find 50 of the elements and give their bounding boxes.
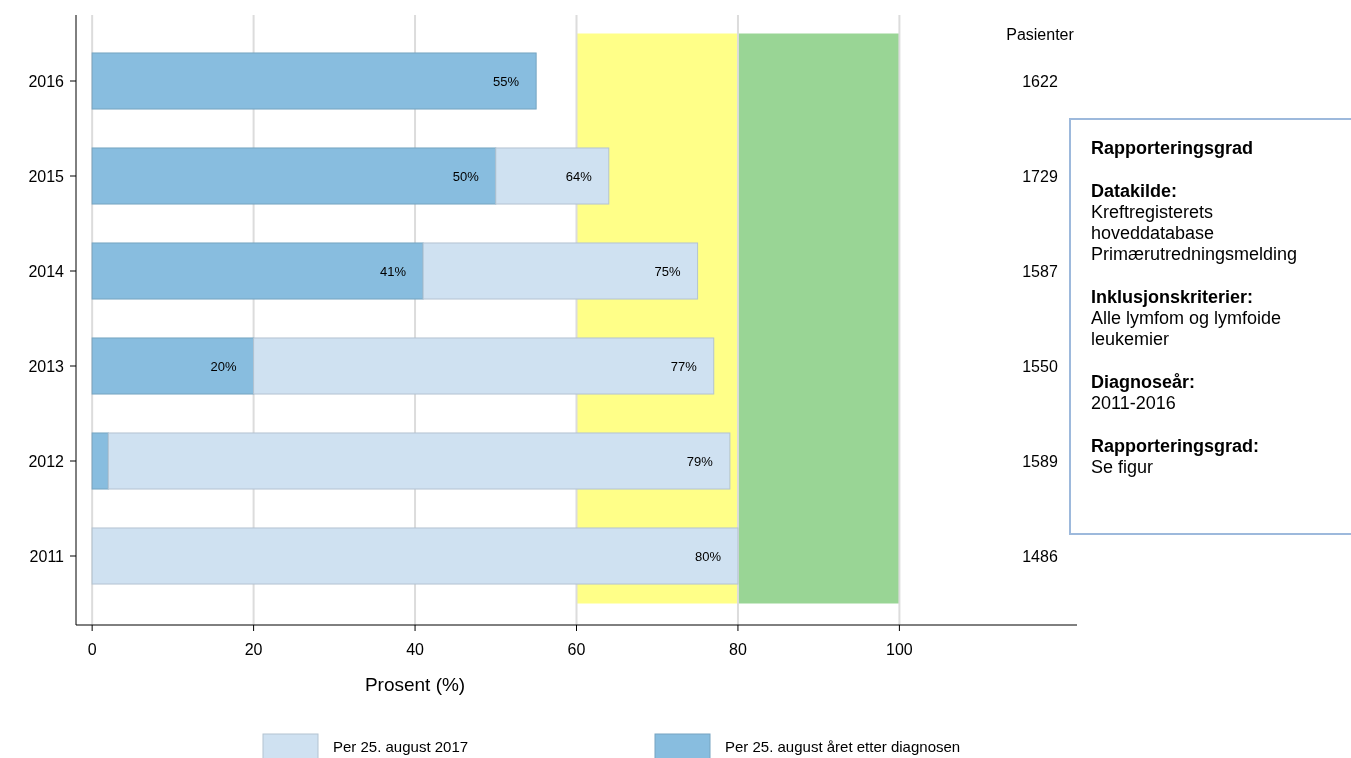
- legend-label: Per 25. august 2017: [333, 738, 469, 756]
- text: Inklusjonskriterier:: [1091, 287, 1254, 308]
- data-label: 41%: [380, 263, 407, 279]
- total-label: 77%: [670, 358, 698, 374]
- x-tick-label: 40: [406, 641, 425, 658]
- bar: [91, 432, 109, 490]
- bar: [91, 242, 424, 300]
- x-tick-label: 80: [729, 641, 747, 658]
- text: Rapporteringsgrad: [1091, 138, 1254, 159]
- text: Se figur: [1091, 457, 1154, 478]
- bar: [91, 527, 739, 585]
- text: 2011-2016: [1091, 393, 1176, 414]
- x-tick-label: 100: [886, 641, 913, 658]
- bar: [495, 147, 610, 205]
- y-tick-label: 2011: [29, 547, 65, 565]
- total-label: 64%: [565, 168, 593, 184]
- bar: [91, 147, 497, 205]
- total-label: 79%: [686, 453, 714, 469]
- text: Kreftregisterets hoveddatabase Primærutredningsmelding: [1091, 202, 1298, 265]
- annotation: 1587: [1022, 262, 1058, 280]
- data-label: 20%: [210, 358, 238, 374]
- x-axis-title: Prosent (%): [364, 674, 466, 695]
- bar: [253, 337, 715, 395]
- bar: [91, 337, 255, 395]
- annotation: 1729: [1022, 167, 1058, 185]
- total-label: 75%: [654, 263, 682, 279]
- text: Datakilde:: [1091, 181, 1178, 202]
- x-tick-label: 0: [87, 641, 97, 658]
- y-tick-label: 2016: [28, 72, 65, 90]
- annotation: Pasienter: [1006, 25, 1075, 43]
- annotation: 1622: [1022, 72, 1058, 90]
- bar: [422, 242, 699, 300]
- x-tick-label: 20: [244, 641, 263, 658]
- legend-label: Per 25. august året etter diagnosen: [725, 738, 961, 756]
- y-tick-label: 2014: [28, 262, 65, 280]
- data-label: 50%: [452, 168, 480, 184]
- text: Diagnoseår:: [1091, 372, 1196, 393]
- x-tick-label: 60: [567, 641, 586, 658]
- text: Alle lymfom og lymfoide leukemier: [1091, 308, 1282, 350]
- data-label: 55%: [493, 73, 520, 89]
- total-label: 80%: [694, 548, 722, 564]
- bar: [91, 52, 537, 110]
- text: Rapporteringsgrad:: [1091, 436, 1260, 457]
- y-tick-label: 2013: [28, 357, 65, 375]
- y-tick-label: 2012: [28, 452, 65, 470]
- annotation: 1486: [1022, 547, 1058, 565]
- y-tick-label: 2015: [28, 167, 65, 185]
- annotation: 1550: [1022, 357, 1058, 375]
- annotation: 1589: [1022, 452, 1058, 470]
- bar: [107, 432, 731, 490]
